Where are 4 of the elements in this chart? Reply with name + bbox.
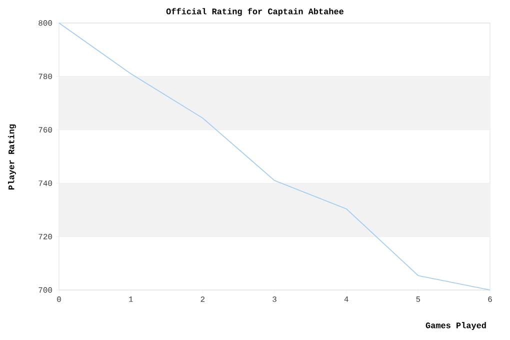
chart-title: Official Rating for Captain Abtahee <box>166 8 344 16</box>
y-axis-title: Player Rating <box>8 124 16 190</box>
line-series <box>58 22 490 290</box>
x-axis-title: Games Played <box>426 322 486 330</box>
